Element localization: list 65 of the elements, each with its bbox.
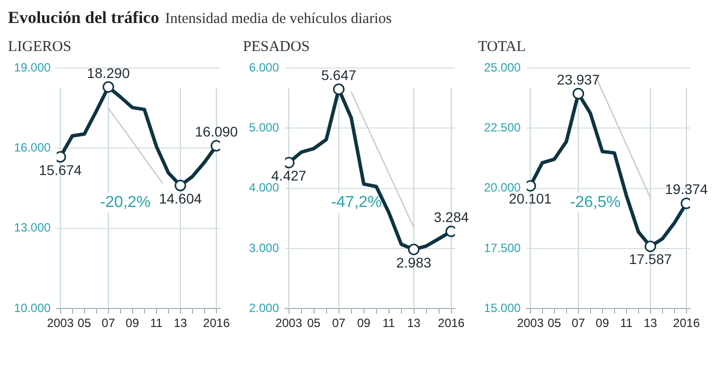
- annotation: -47,2%: [331, 194, 382, 212]
- x-tick-label: 05: [548, 316, 562, 330]
- text: Evolución del tráfico: [8, 8, 160, 27]
- data-label: 16.090: [194, 124, 238, 140]
- annotation: -20,2%: [100, 194, 151, 212]
- x-tick-label: 07: [572, 316, 586, 330]
- y-tick-label: 2.000: [249, 300, 280, 315]
- x-tick-label: 2003: [516, 316, 544, 330]
- data-label: 5.647: [321, 67, 356, 84]
- point: [285, 156, 295, 168]
- x-tick-label: 11: [150, 316, 163, 330]
- y-tick-label: 10.000: [14, 300, 52, 315]
- point: [174, 180, 186, 192]
- x-tick-label: 09: [357, 316, 371, 330]
- x-tick-label: 2016: [438, 316, 465, 330]
- point: [572, 88, 584, 100]
- x-tick-label: 11: [382, 316, 396, 330]
- data-label: 17.587: [628, 251, 672, 268]
- x-tick-label: 05: [78, 316, 92, 330]
- y-tick-label: 19.000: [14, 60, 52, 74]
- data-label: 15.674: [38, 162, 82, 178]
- x-tick-label: 09: [126, 316, 140, 330]
- y-tick-label: 5.000: [249, 120, 280, 134]
- x-tick-label: 09: [596, 316, 610, 330]
- x-tick-label: 2016: [203, 316, 230, 330]
- point: [56, 151, 66, 163]
- point: [680, 198, 690, 210]
- x-tick-label: 13: [407, 316, 421, 330]
- data-label: 19.374: [664, 181, 708, 198]
- point: [644, 240, 656, 252]
- y-tick-label: 25.000: [484, 60, 522, 74]
- y-tick-label: 15.000: [484, 300, 522, 315]
- text: Intensidad media de vehículos diarios: [165, 11, 392, 27]
- x-tick-label: 13: [644, 316, 658, 330]
- x-tick-label: 2016: [673, 316, 700, 330]
- annotation: -26,5%: [570, 194, 621, 212]
- y-tick-label: 6.000: [249, 60, 280, 74]
- point: [408, 244, 420, 256]
- x-tick-label: 13: [174, 316, 188, 330]
- data-label: 18.290: [86, 64, 130, 81]
- y-tick-label: 22.500: [484, 120, 522, 134]
- data-label: 4.427: [271, 167, 307, 184]
- y-tick-label: 17.500: [484, 240, 522, 255]
- data-label: 3.284: [434, 209, 469, 226]
- y-tick-label: 16.000: [14, 140, 52, 155]
- y-tick-label: 4.000: [249, 180, 280, 195]
- x-tick-label: 2003: [46, 316, 74, 330]
- data-label: 2.983: [396, 254, 432, 270]
- chart-title: TOTAL: [478, 38, 526, 55]
- point: [526, 180, 536, 192]
- x-tick-label: 07: [102, 316, 116, 330]
- data-label: 14.604: [158, 190, 202, 206]
- point: [446, 226, 455, 238]
- x-tick-label: 2003: [275, 316, 302, 330]
- point: [210, 140, 220, 152]
- x-tick-label: 07: [332, 316, 346, 330]
- y-tick-label: 3.000: [249, 240, 280, 255]
- x-tick-label: 11: [620, 316, 633, 330]
- chart-title: PESADOS: [243, 38, 310, 55]
- point: [102, 81, 114, 93]
- point: [333, 83, 345, 95]
- y-tick-label: 13.000: [14, 220, 52, 235]
- x-tick-label: 05: [307, 316, 321, 330]
- chart-title: LIGEROS: [8, 38, 72, 55]
- data-label: 23.937: [556, 71, 600, 88]
